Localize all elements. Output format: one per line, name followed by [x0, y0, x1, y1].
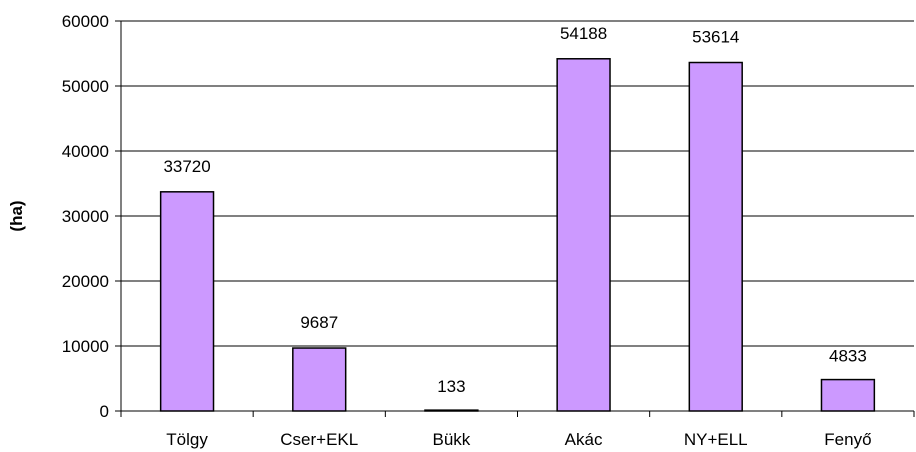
- y-tick-label: 10000: [62, 337, 109, 356]
- bar: [292, 347, 347, 412]
- y-tick-label: 50000: [62, 77, 109, 96]
- bar: [688, 61, 743, 412]
- y-tick-label: 20000: [62, 272, 109, 291]
- x-category-label: NY+ELL: [684, 430, 748, 449]
- bar-data-label: 9687: [300, 313, 338, 332]
- x-category-label: Tölgy: [166, 430, 208, 449]
- x-category-label: Bükk: [433, 430, 471, 449]
- y-tick-label: 60000: [62, 12, 109, 31]
- bar: [159, 191, 215, 412]
- bar-data-label: 54188: [560, 24, 607, 43]
- y-axis-ticks: 0 10000 20000 30000 40000 50000 60000: [62, 12, 121, 421]
- x-category-label: Akác: [565, 430, 603, 449]
- bar: [820, 378, 876, 412]
- x-category-label: Cser+EKL: [280, 430, 358, 449]
- data-labels: 33720 9687 133 54188 53614 4833: [163, 24, 866, 396]
- x-axis-ticks: Tölgy Cser+EKL Bükk Akác NY+ELL Fenyő: [120, 411, 915, 449]
- y-axis-title: (ha): [7, 200, 26, 231]
- bar-data-label: 4833: [829, 347, 867, 366]
- bar-data-label: 53614: [692, 28, 739, 47]
- x-category-label: Fenyő: [824, 430, 871, 449]
- gridlines: [121, 20, 914, 347]
- bar: [556, 58, 611, 412]
- bar-data-label: 133: [437, 377, 465, 396]
- y-tick-label: 30000: [62, 207, 109, 226]
- bar-data-label: 33720: [163, 157, 210, 176]
- y-tick-label: 0: [100, 402, 109, 421]
- bars: [159, 58, 876, 412]
- y-tick-label: 40000: [62, 142, 109, 161]
